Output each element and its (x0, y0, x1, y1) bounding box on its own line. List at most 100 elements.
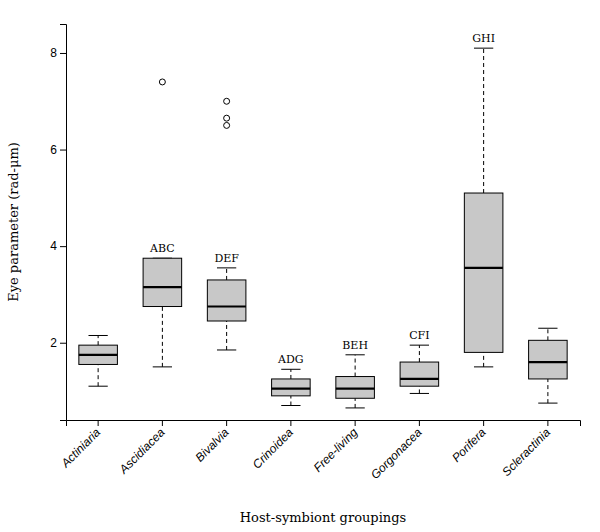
tick-mark (290, 420, 291, 426)
x-tick: Ascidiacea (116, 420, 168, 477)
cap (538, 328, 557, 329)
cap (88, 386, 107, 387)
whisker (419, 345, 420, 362)
y-tick: 4 (50, 239, 66, 253)
median (272, 388, 311, 390)
boxes (79, 48, 567, 408)
annotation: DEF (214, 252, 239, 265)
annotation: GHI (472, 32, 495, 45)
median (143, 286, 182, 288)
whisker (355, 355, 356, 377)
median (400, 378, 439, 380)
axis-line (67, 421, 581, 427)
annotation: BEH (342, 339, 368, 352)
median (336, 388, 375, 390)
whisker (162, 307, 163, 367)
box (143, 258, 182, 306)
box-group (272, 369, 311, 405)
annotations: ABCDEFADGBEHCFIGHI (149, 32, 495, 366)
cap (281, 369, 300, 370)
cap (153, 366, 172, 367)
tick-label: Scleractinia (499, 425, 553, 479)
whisker (547, 328, 548, 340)
cap (217, 349, 236, 350)
box-group (529, 328, 568, 403)
cap (474, 48, 493, 49)
tick-label: Gorgonacea (368, 425, 425, 482)
median (529, 361, 568, 363)
flier (224, 122, 230, 128)
tick-mark (98, 420, 99, 426)
tick-label: Free-living (311, 425, 361, 475)
tick-label: Bivalvia (193, 425, 232, 464)
tick-mark (355, 420, 356, 426)
median (207, 305, 246, 307)
tick-mark (60, 246, 66, 247)
y-tick: 8 (50, 46, 66, 60)
flier (224, 98, 230, 104)
axis-line (60, 25, 67, 421)
whisker (98, 335, 99, 345)
tick-label: 6 (50, 143, 57, 157)
cap (88, 335, 107, 336)
whisker (226, 268, 227, 280)
y-tick: 2 (50, 336, 66, 350)
cap (345, 354, 364, 355)
x-tick: Scleractinia (499, 420, 553, 479)
tick-label: Ascidiacea (116, 425, 168, 477)
box (529, 340, 568, 379)
box-group (464, 48, 503, 367)
x-tick: Free-living (311, 420, 361, 475)
cap (345, 407, 364, 408)
cap (474, 366, 493, 367)
x-tick: Crinoidea (250, 420, 296, 472)
box-group (336, 355, 375, 408)
tick-mark (162, 420, 163, 426)
tick-mark (60, 150, 66, 151)
annotation: ADG (277, 353, 304, 366)
cap (217, 267, 236, 268)
tick-label: Crinoidea (250, 425, 296, 471)
x-tick: Bivalvia (193, 420, 232, 465)
flier (159, 79, 165, 85)
box (272, 379, 311, 396)
cap (538, 403, 557, 404)
flier (224, 115, 230, 121)
whisker (483, 352, 484, 366)
x-tick: Gorgonacea (368, 420, 425, 482)
whisker (98, 364, 99, 386)
chart: 2 4 6 8 Actiniaria Ascidiacea Bivalvia Crinoide… (0, 0, 600, 532)
tick-mark (60, 53, 66, 54)
tick-mark (547, 420, 548, 426)
tick-mark (226, 420, 227, 426)
median (464, 267, 503, 269)
box (464, 193, 503, 352)
box-group (79, 335, 118, 386)
tick-label: Actiniaria (58, 425, 104, 471)
x-axis-title: Host-symbiont groupings (240, 510, 406, 525)
whisker (290, 369, 291, 379)
whisker (547, 379, 548, 403)
x-tick: Porifera (449, 420, 489, 465)
box-group (207, 98, 246, 350)
median (79, 354, 118, 356)
whisker (290, 396, 291, 406)
whisker (483, 48, 484, 193)
x-tick: Actiniaria (58, 420, 104, 471)
cap (410, 345, 429, 346)
plot: 2 4 6 8 Actiniaria Ascidiacea Bivalvia Crinoide… (50, 25, 580, 482)
box-group (400, 345, 439, 393)
y-axis-title: Eye parameter (rad-μm) (6, 142, 21, 302)
box (207, 280, 246, 321)
box (79, 345, 118, 364)
y-tick: 6 (50, 143, 66, 157)
box (336, 377, 375, 399)
box-group (143, 79, 182, 367)
annotation: CFI (409, 329, 429, 342)
tick-label: Porifera (449, 425, 489, 465)
y-axis: 2 4 6 8 (50, 25, 66, 421)
tick-label: 8 (50, 46, 57, 60)
tick-label: 4 (50, 239, 57, 253)
cap (281, 405, 300, 406)
whisker (419, 386, 420, 393)
